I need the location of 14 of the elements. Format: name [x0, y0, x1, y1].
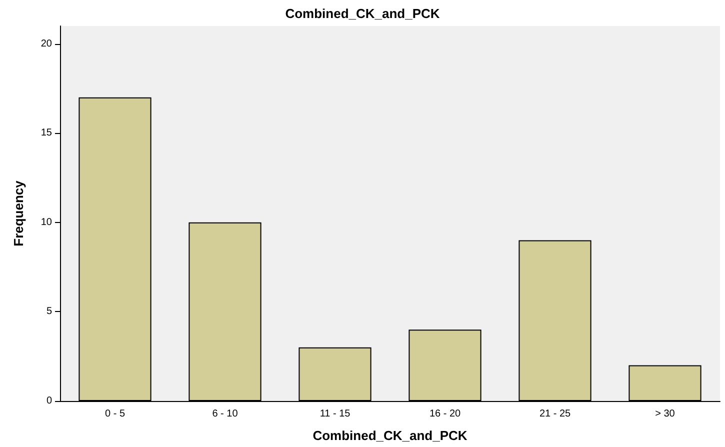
chart-title: Combined_CK_and_PCK	[285, 6, 440, 21]
x-tick-label: 21 - 25	[539, 408, 571, 420]
x-tick-label: 0 - 5	[104, 408, 126, 420]
x-tick-label: > 30	[655, 408, 676, 420]
y-tick-label: 15	[40, 128, 52, 139]
y-tick-label: 5	[46, 306, 52, 318]
y-tick-label: 0	[46, 396, 52, 406]
y-tick-label: 20	[40, 38, 52, 50]
x-tick-label: 11 - 15	[320, 408, 351, 420]
y-axis-title: Frequency	[11, 180, 26, 246]
x-tick-label: 16 - 20	[429, 408, 461, 420]
x-tick-label: 6 - 10	[212, 408, 238, 420]
x-axis-title: Combined_CK_and_PCK	[312, 428, 468, 443]
y-tick-label: 10	[40, 216, 52, 228]
